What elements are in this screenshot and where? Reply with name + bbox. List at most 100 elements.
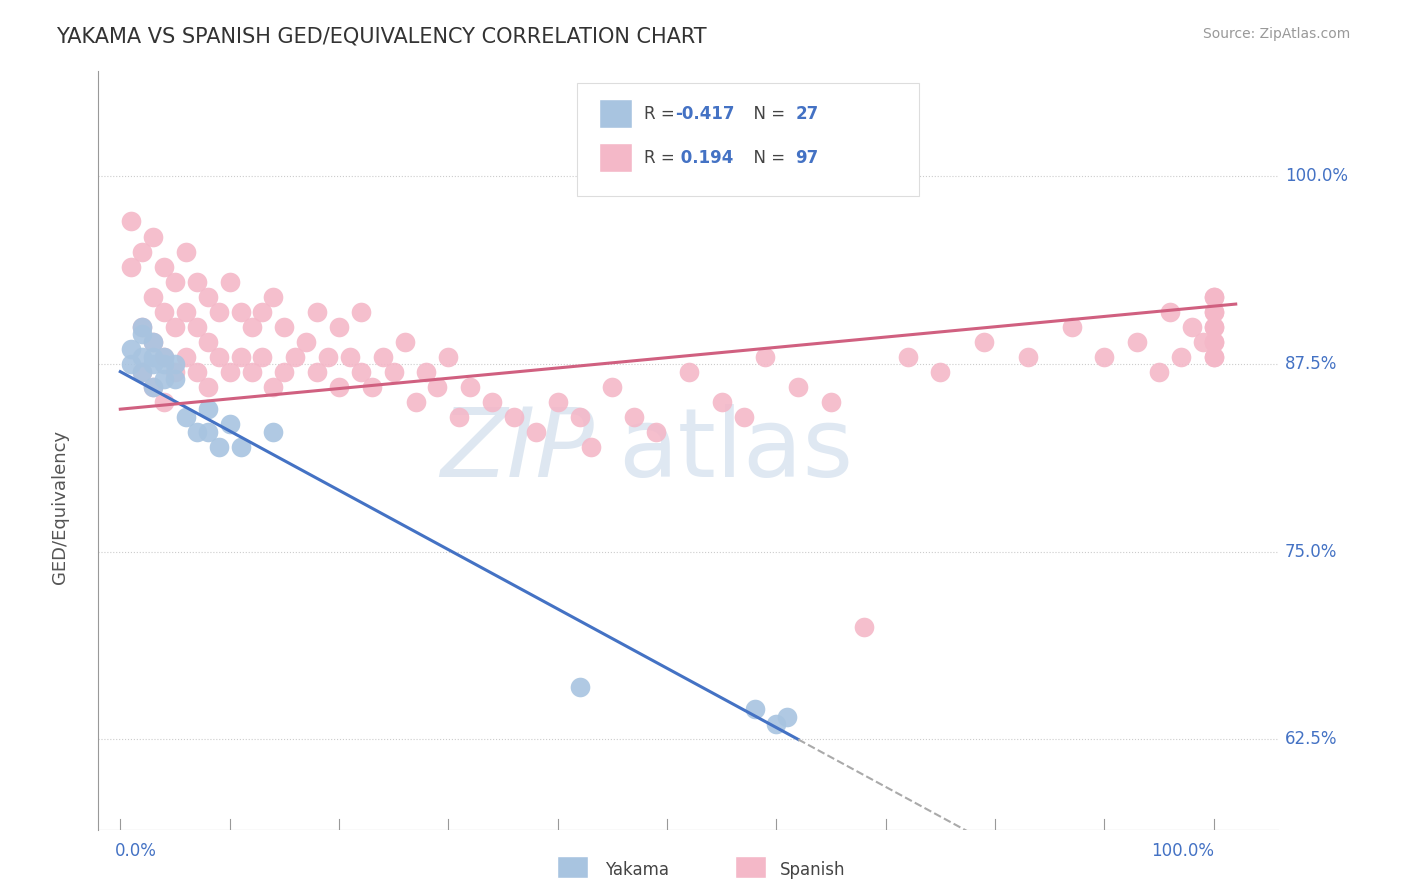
Point xyxy=(295,334,318,349)
Point xyxy=(163,275,186,289)
Point xyxy=(426,379,449,393)
Point xyxy=(240,365,263,379)
Point xyxy=(174,304,197,318)
Point xyxy=(394,334,416,349)
Point xyxy=(1202,350,1225,364)
Point xyxy=(186,319,208,334)
Point xyxy=(262,379,284,393)
Text: Spanish: Spanish xyxy=(780,861,846,879)
Point xyxy=(1094,350,1116,364)
FancyBboxPatch shape xyxy=(576,83,920,196)
FancyBboxPatch shape xyxy=(735,856,766,878)
Point xyxy=(153,350,176,364)
Point xyxy=(458,379,481,393)
Point xyxy=(142,334,165,349)
Point xyxy=(852,620,875,634)
Text: 87.5%: 87.5% xyxy=(1285,355,1337,373)
Point xyxy=(449,409,471,424)
Point xyxy=(131,365,153,379)
Point xyxy=(252,304,274,318)
Text: 97: 97 xyxy=(796,149,818,167)
Point xyxy=(120,260,142,274)
Point xyxy=(131,365,153,379)
Point xyxy=(437,350,460,364)
Text: -0.417: -0.417 xyxy=(675,105,734,123)
Point xyxy=(405,394,427,409)
Point xyxy=(142,334,165,349)
FancyBboxPatch shape xyxy=(557,856,588,878)
Point xyxy=(744,702,766,716)
FancyBboxPatch shape xyxy=(599,99,633,128)
Point xyxy=(733,409,755,424)
Point xyxy=(787,379,810,393)
Point xyxy=(579,440,602,454)
Point xyxy=(208,350,231,364)
Text: atlas: atlas xyxy=(619,404,853,497)
Point xyxy=(754,350,776,364)
Point xyxy=(415,365,437,379)
Point xyxy=(197,289,219,303)
Text: 0.194: 0.194 xyxy=(675,149,733,167)
Text: 27: 27 xyxy=(796,105,818,123)
Point xyxy=(623,409,645,424)
Point xyxy=(197,334,219,349)
Point xyxy=(1060,319,1083,334)
Point xyxy=(153,260,176,274)
Point xyxy=(240,319,263,334)
Point xyxy=(1202,334,1225,349)
Text: R =: R = xyxy=(644,105,681,123)
Text: GED/Equivalency: GED/Equivalency xyxy=(51,430,69,584)
Text: N =: N = xyxy=(744,149,790,167)
Point xyxy=(382,365,405,379)
Point xyxy=(186,425,208,439)
Text: Source: ZipAtlas.com: Source: ZipAtlas.com xyxy=(1202,27,1350,41)
Point xyxy=(1017,350,1039,364)
Point xyxy=(262,289,284,303)
Point xyxy=(131,244,153,259)
Point xyxy=(678,365,700,379)
Point xyxy=(284,350,307,364)
Point xyxy=(273,319,295,334)
Point xyxy=(131,319,153,334)
Point xyxy=(163,319,186,334)
Point xyxy=(262,425,284,439)
Point xyxy=(131,350,153,364)
Point xyxy=(481,394,503,409)
Point xyxy=(929,365,952,379)
Point xyxy=(163,357,186,371)
Point xyxy=(252,350,274,364)
Text: Yakama: Yakama xyxy=(605,861,669,879)
Point xyxy=(645,425,668,439)
Point xyxy=(1159,304,1181,318)
Point xyxy=(174,244,197,259)
Point xyxy=(776,710,799,724)
Point xyxy=(328,319,350,334)
Point xyxy=(142,229,165,244)
Point xyxy=(568,409,591,424)
Point xyxy=(153,372,176,386)
Point xyxy=(186,275,208,289)
Point xyxy=(1202,334,1225,349)
Point xyxy=(153,304,176,318)
Point xyxy=(120,357,142,371)
Text: 100.0%: 100.0% xyxy=(1285,168,1348,186)
Point xyxy=(273,365,295,379)
Point xyxy=(765,717,787,731)
Point xyxy=(218,417,240,432)
Point xyxy=(153,350,176,364)
Point xyxy=(153,394,176,409)
Point xyxy=(142,357,165,371)
Point xyxy=(1202,350,1225,364)
Point xyxy=(218,275,240,289)
Point xyxy=(350,365,373,379)
FancyBboxPatch shape xyxy=(599,144,633,172)
Text: 100.0%: 100.0% xyxy=(1152,841,1213,860)
Point xyxy=(229,440,252,454)
Point xyxy=(163,365,186,379)
Point xyxy=(1170,350,1192,364)
Point xyxy=(820,394,842,409)
Text: YAKAMA VS SPANISH GED/EQUIVALENCY CORRELATION CHART: YAKAMA VS SPANISH GED/EQUIVALENCY CORREL… xyxy=(56,27,707,46)
Point xyxy=(174,350,197,364)
Point xyxy=(897,350,920,364)
Point xyxy=(973,334,995,349)
